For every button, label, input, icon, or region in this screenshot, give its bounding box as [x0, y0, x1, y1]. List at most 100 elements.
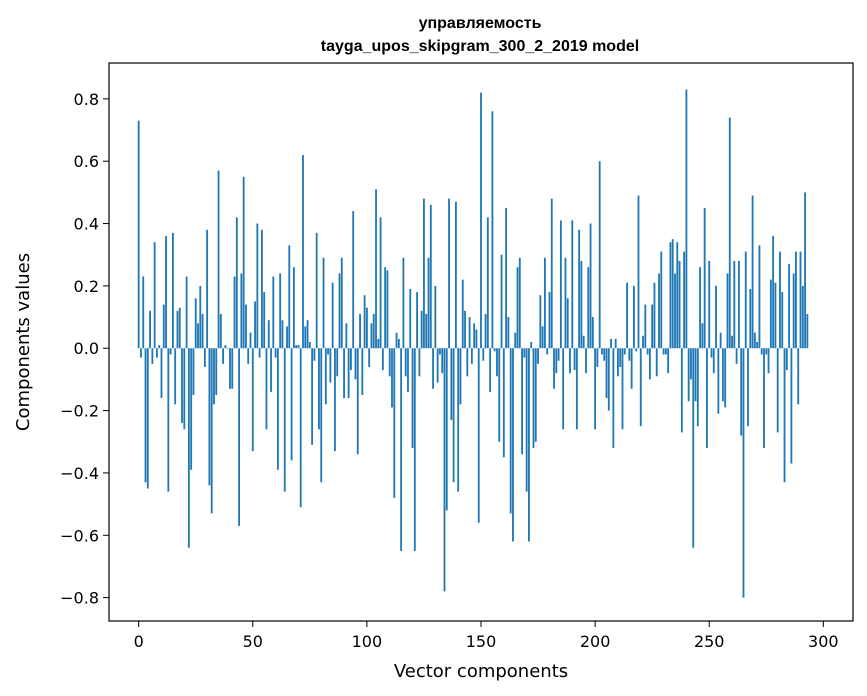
bar-216 [630, 348, 633, 389]
bar-225 [651, 304, 654, 349]
bar-103 [372, 313, 375, 349]
bar-247 [701, 323, 704, 349]
bar-47 [245, 304, 247, 349]
bar-228 [658, 273, 660, 349]
bar-256 [722, 348, 724, 402]
bar-1 [140, 348, 142, 358]
y-tick-label-4: 0.0 [74, 339, 99, 358]
bar-182 [553, 348, 555, 389]
x-tick-label-300: 300 [808, 632, 839, 651]
bar-117 [404, 348, 407, 377]
bar-189 [569, 348, 571, 374]
bar-208 [612, 348, 615, 448]
bar-268 [749, 289, 752, 349]
bar-126 [425, 313, 428, 349]
bar-144 [466, 348, 469, 377]
bar-227 [655, 348, 658, 377]
bar-101 [368, 348, 371, 367]
bar-211 [619, 348, 622, 367]
bar-146 [470, 348, 473, 364]
bar-240 [685, 89, 688, 349]
bar-186 [562, 348, 565, 430]
bar-35 [217, 170, 220, 349]
bar-226 [653, 282, 656, 349]
bar-119 [409, 289, 412, 349]
bar-109 [386, 270, 389, 349]
bar-148 [475, 329, 478, 349]
bar-41 [231, 348, 234, 389]
bar-16 [174, 348, 177, 405]
bar-64 [283, 348, 286, 492]
bar-139 [454, 201, 457, 349]
y-axis-label: Components values [13, 253, 34, 431]
bar-286 [790, 348, 793, 464]
x-tick-label-250: 250 [694, 632, 725, 651]
bar-143 [464, 310, 466, 349]
bar-56 [265, 348, 268, 430]
bar-40 [229, 348, 231, 389]
bar-185 [559, 220, 562, 349]
bar-124 [420, 310, 423, 349]
bar-272 [758, 245, 761, 349]
x-axis-label: Vector components [394, 661, 568, 682]
bar-83 [327, 348, 330, 355]
bar-98 [361, 348, 364, 395]
bar-66 [288, 245, 291, 349]
bar-128 [429, 204, 432, 349]
bar-172 [530, 342, 533, 349]
bar-84 [329, 348, 332, 383]
bar-52 [256, 223, 259, 349]
bar-181 [550, 198, 553, 349]
bar-24 [192, 348, 195, 395]
bar-93 [350, 348, 352, 371]
bar-266 [744, 251, 747, 349]
bar-107 [381, 348, 384, 371]
bar-174 [534, 348, 537, 442]
bar-175 [537, 348, 539, 364]
bar-229 [660, 251, 663, 349]
bar-89 [340, 257, 343, 349]
bar-65 [286, 326, 288, 349]
bar-233 [669, 242, 672, 349]
bar-288 [795, 251, 797, 349]
bar-157 [496, 348, 498, 377]
bar-287 [792, 273, 795, 349]
bar-238 [680, 348, 683, 433]
bar-86 [334, 348, 336, 452]
bar-219 [637, 195, 640, 349]
bar-275 [765, 348, 768, 355]
bar-95 [354, 348, 357, 380]
bar-291 [801, 285, 804, 349]
bar-0 [137, 120, 140, 349]
bar-13 [167, 348, 170, 492]
bar-221 [642, 335, 644, 349]
bar-81 [322, 257, 325, 349]
ticks-group: 0 50 100 150 200 250 300 0.8 0.6 0.4 0.2 0.0 −0.2 −0.… [60, 90, 838, 651]
y-tick-label-3: 0.2 [74, 277, 99, 296]
bar-213 [623, 348, 626, 355]
bar-166 [516, 267, 519, 349]
bar-165 [514, 332, 517, 349]
bar-108 [384, 267, 387, 349]
bar-270 [753, 332, 756, 349]
bar-82 [324, 348, 327, 405]
bar-171 [528, 348, 530, 542]
bar-29 [203, 348, 206, 367]
bar-215 [628, 348, 631, 361]
bar-203 [601, 348, 603, 355]
bar-293 [806, 313, 809, 349]
bar-195 [582, 335, 585, 349]
bar-178 [543, 257, 546, 349]
bar-136 [448, 198, 450, 349]
bar-194 [580, 260, 583, 349]
bar-27 [199, 285, 202, 349]
bar-48 [247, 348, 250, 364]
bar-197 [587, 267, 590, 349]
bar-87 [336, 348, 339, 377]
bar-135 [445, 348, 448, 511]
bar-284 [785, 348, 788, 371]
bar-278 [772, 236, 775, 349]
bar-90 [343, 348, 345, 399]
bar-173 [532, 348, 535, 448]
